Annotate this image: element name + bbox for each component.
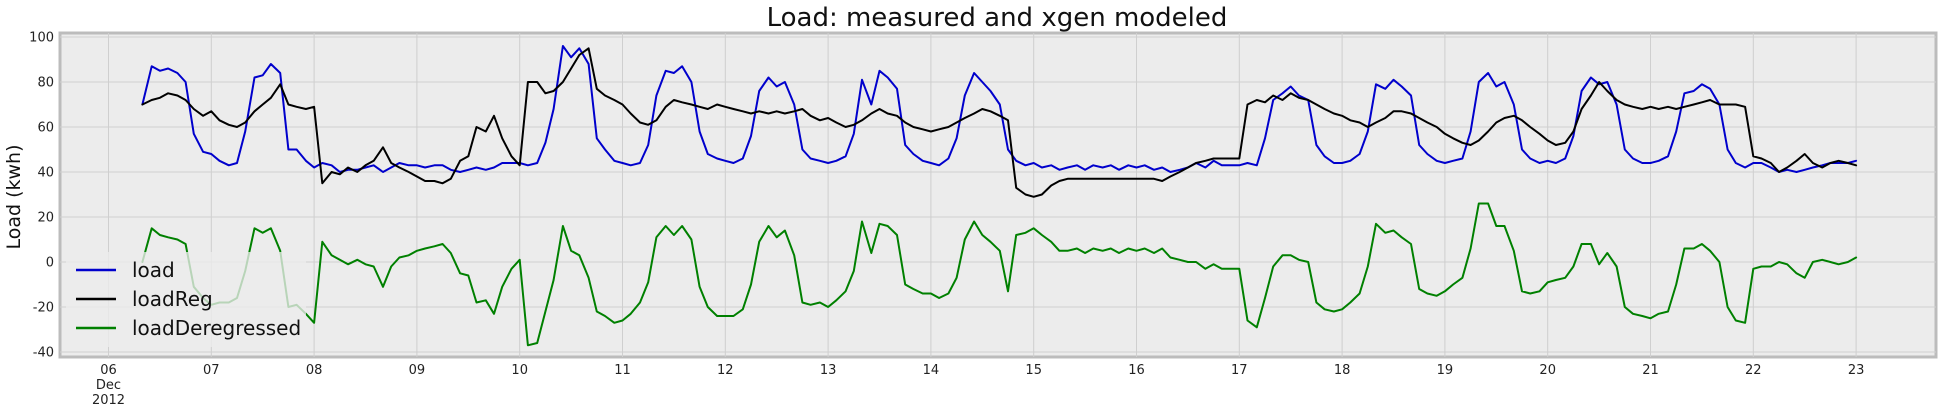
x-tick-label: 23 <box>1848 363 1865 378</box>
legend-label-loadReg: loadReg <box>132 287 213 311</box>
x-tick-sublabel: 2012 <box>92 393 125 408</box>
series-line-load <box>141 45 1858 173</box>
y-tick-label: 80 <box>37 76 54 91</box>
x-tick-label: 09 <box>409 363 426 378</box>
x-tick-label: 20 <box>1539 363 1556 378</box>
legend: load loadReg loadDeregressed <box>66 252 306 347</box>
y-tick-label: -40 <box>33 346 54 361</box>
y-tick-label: -20 <box>33 301 54 316</box>
x-tick-label: 17 <box>1231 363 1248 378</box>
x-tick-sublabel: Dec <box>96 378 121 393</box>
chart-title: Load: measured and xgen modeled <box>767 3 1228 33</box>
x-tick-label: 16 <box>1128 363 1145 378</box>
x-tick-label: 13 <box>820 363 837 378</box>
y-tick-label: 0 <box>46 256 54 271</box>
x-tick-label: 08 <box>306 363 323 378</box>
x-tick-label: 22 <box>1745 363 1762 378</box>
legend-label-loadDeregressed: loadDeregressed <box>132 316 301 340</box>
x-tick-label: 15 <box>1025 363 1042 378</box>
x-tick-label: 07 <box>203 363 220 378</box>
y-tick-label: 100 <box>29 31 54 46</box>
y-axis-title: Load (kwh) <box>3 144 25 249</box>
x-tick-label: 19 <box>1437 363 1454 378</box>
x-tick-label: 18 <box>1334 363 1351 378</box>
y-tick-label: 20 <box>37 211 54 226</box>
series-lines <box>141 45 1858 347</box>
series-line-loadReg <box>141 47 1858 198</box>
y-axis-ticks: -40 -20 0 20 40 60 80 100 <box>29 31 54 361</box>
x-tick-label: 11 <box>614 363 631 378</box>
y-tick-label: 40 <box>37 166 54 181</box>
x-tick-label: 14 <box>923 363 940 378</box>
x-tick-label: 12 <box>717 363 734 378</box>
x-tick-label: 06 <box>100 363 117 378</box>
x-tick-label: 10 <box>511 363 528 378</box>
series-line-loadDeregressed <box>141 202 1858 347</box>
x-tick-label: 21 <box>1642 363 1659 378</box>
y-tick-label: 60 <box>37 121 54 136</box>
legend-box <box>66 252 306 347</box>
legend-label-load: load <box>132 258 175 282</box>
grid-lines <box>60 33 1936 357</box>
